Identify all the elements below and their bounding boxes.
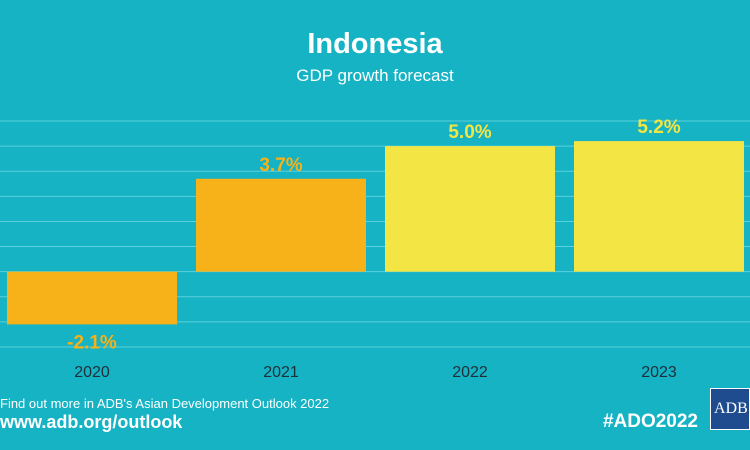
data-label-2022: 5.0% bbox=[448, 122, 491, 143]
x-tick-label: 2020 bbox=[74, 364, 110, 381]
data-label-2021: 3.7% bbox=[259, 155, 302, 176]
adb-logo: ADB bbox=[710, 388, 750, 430]
x-tick-label: 2021 bbox=[263, 364, 299, 381]
bar-2021 bbox=[196, 178, 366, 272]
footer-link[interactable]: www.adb.org/outlook bbox=[0, 412, 183, 432]
data-label-2020: -2.1% bbox=[67, 332, 117, 353]
footer-text: Find out more in ADB's Asian Development… bbox=[0, 396, 330, 411]
chart-title: Indonesia bbox=[307, 28, 443, 60]
hashtag: #ADO2022 bbox=[602, 411, 698, 432]
x-tick-label: 2023 bbox=[641, 364, 677, 381]
bar-2022 bbox=[385, 146, 555, 272]
x-tick-label: 2022 bbox=[452, 364, 488, 381]
bar-2023 bbox=[574, 141, 744, 272]
data-label-2023: 5.2% bbox=[637, 117, 680, 138]
bar-2020 bbox=[7, 271, 177, 325]
chart-subtitle: GDP growth forecast bbox=[296, 66, 454, 85]
